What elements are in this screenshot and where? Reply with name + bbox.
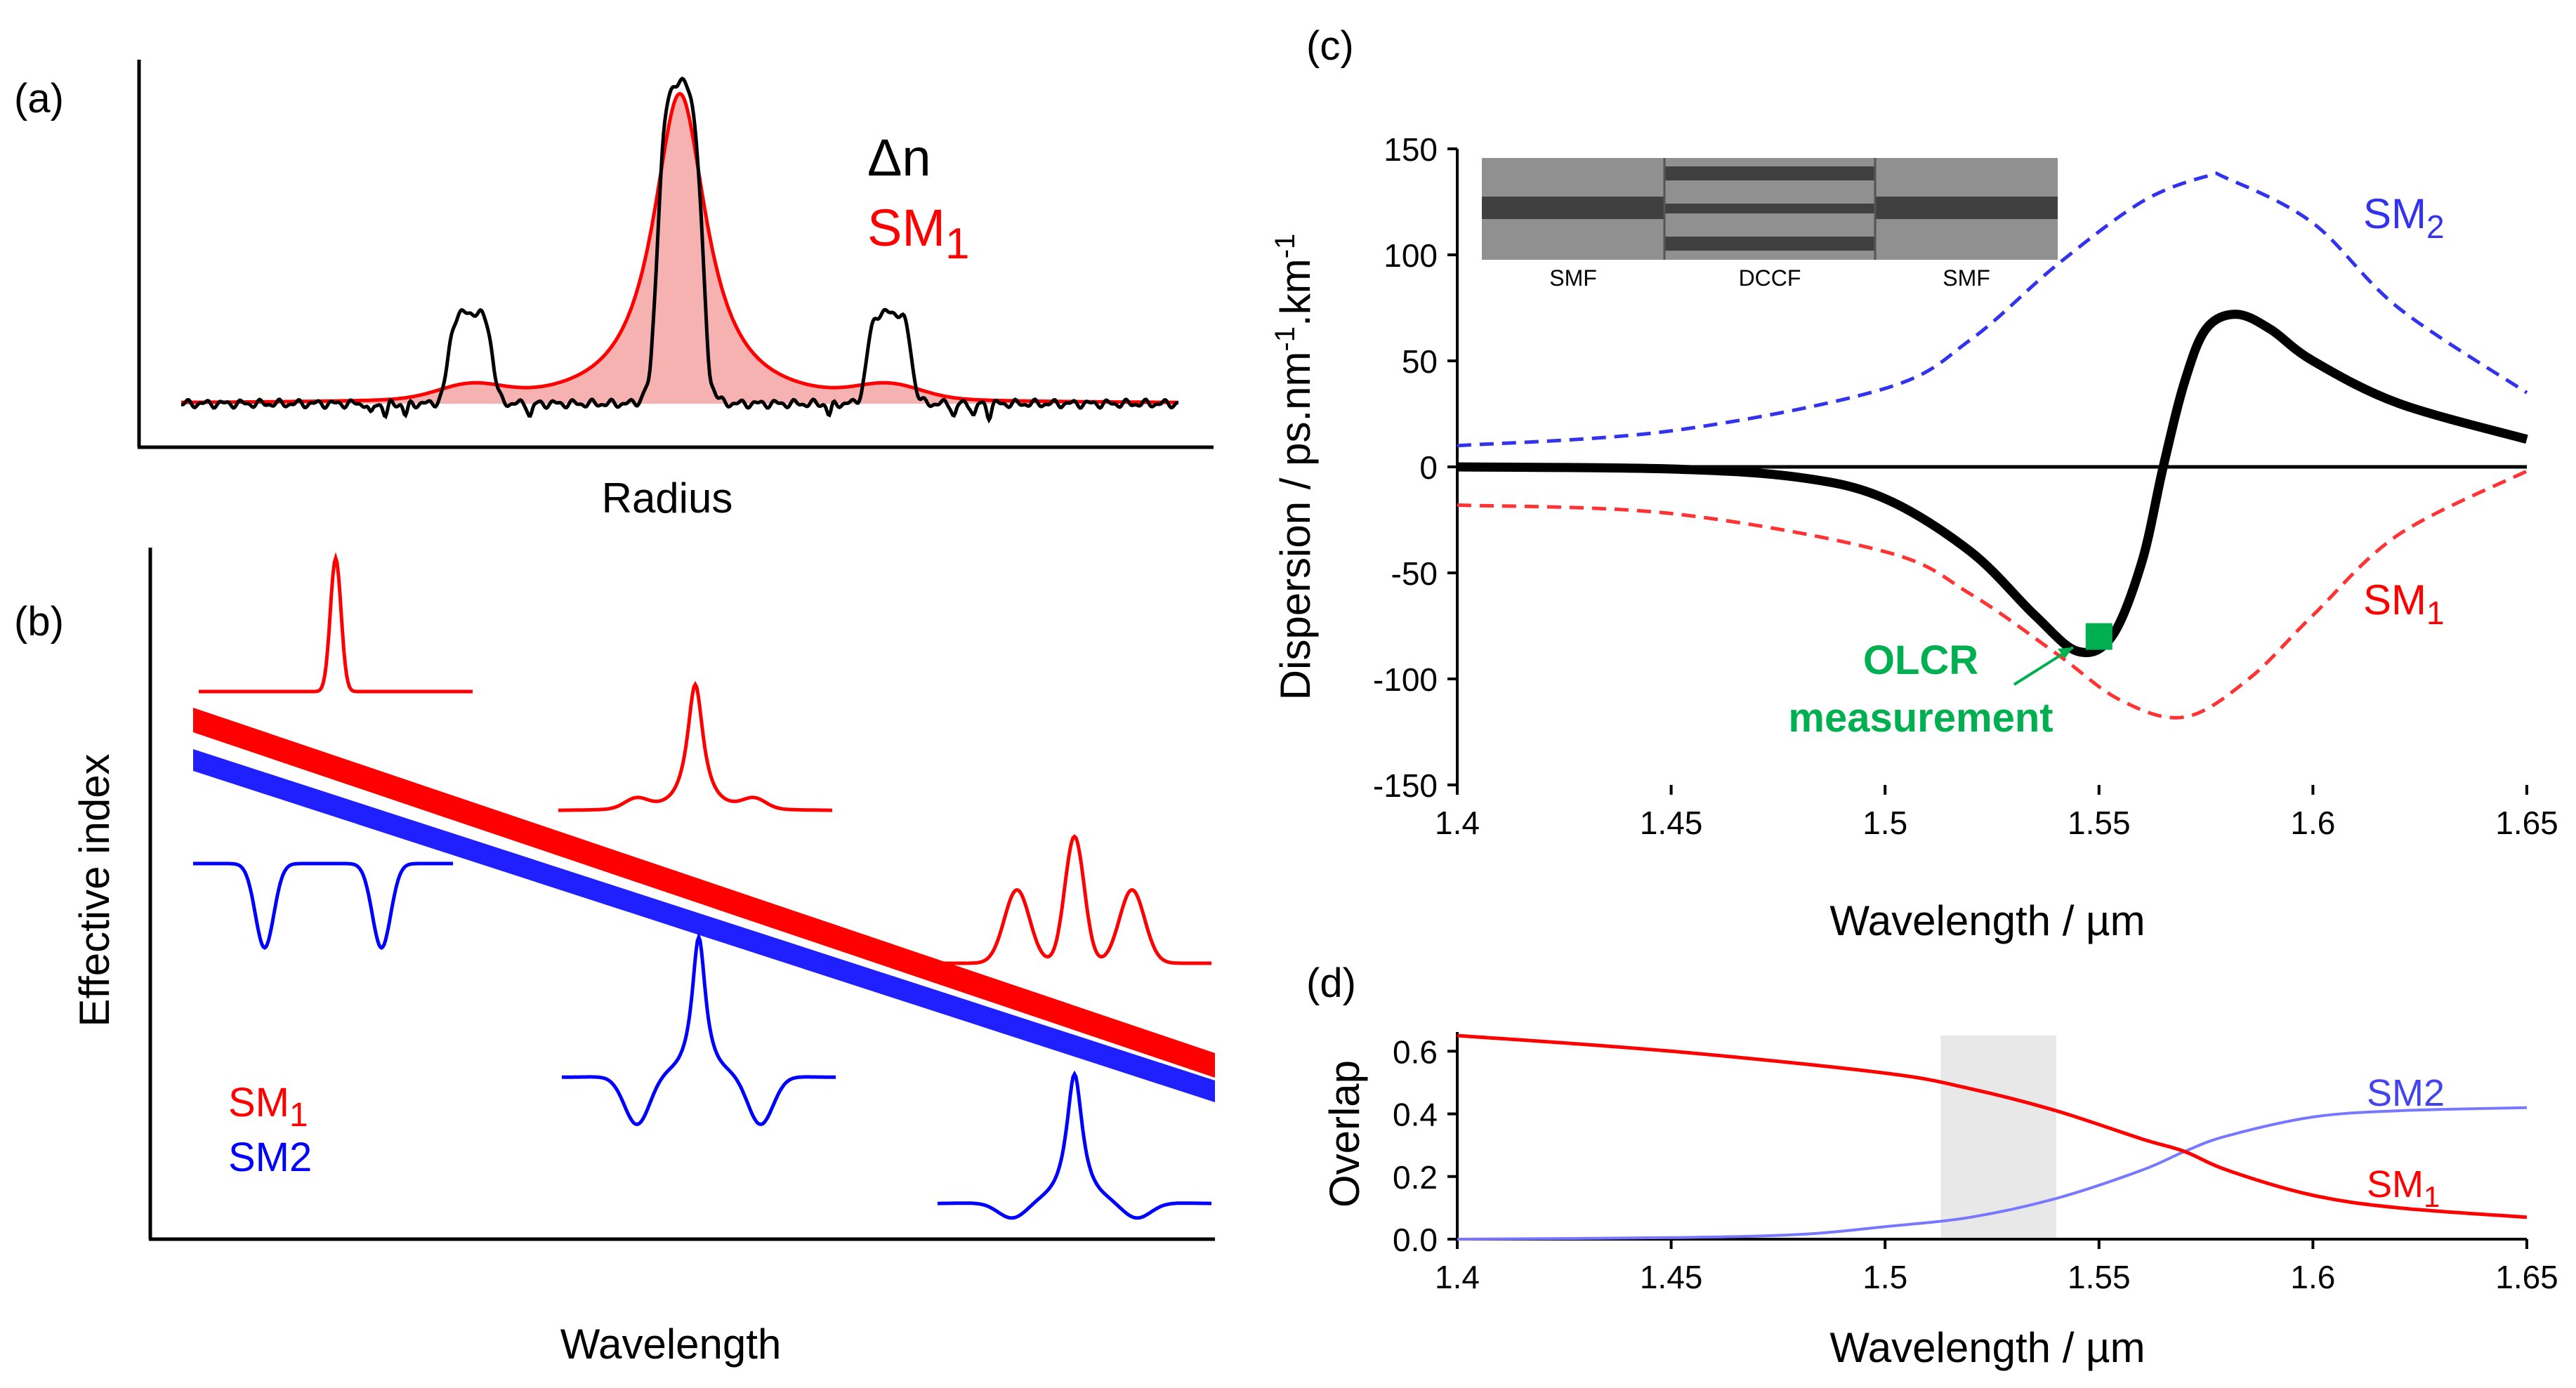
- panel-d: (d) 0.0 0.2 0.4 0.6 1.4 1.45 1.5 1.55 1.6 1.65 SM…: [1306, 960, 2558, 1371]
- panel-c: (c) -150 -100 -50 0 50 100 150 1.4 1.45 1.5 1.55 1.…: [1270, 23, 2558, 944]
- panel-c-olcr-arrowhead: [2058, 647, 2073, 659]
- panel-d-sm1-label-sub: 1: [2424, 1180, 2440, 1213]
- panel-a-dn-line: [181, 77, 1178, 424]
- panel-b-sm2-profile-3: [938, 1070, 1211, 1220]
- panel-a-label: (a): [14, 76, 64, 121]
- panel-c-inset-left-smf-core: [1482, 197, 1664, 219]
- panel-c-x-tick-label: 1.45: [1640, 805, 1703, 841]
- panel-d-y-tick-label: 0.0: [1393, 1222, 1438, 1258]
- panel-a-legend-dn: Δn: [867, 128, 931, 187]
- panel-c-sm2-label-text: SM: [2363, 190, 2426, 237]
- panel-c-inset-dccf-ring-top: [1664, 166, 1875, 180]
- panel-c-sm1-label: SM1: [2363, 576, 2445, 631]
- panel-d-x-tick-label: 1.55: [2068, 1259, 2131, 1295]
- panel-c-inset-label-dccf: DCCF: [1739, 265, 1801, 291]
- panel-c-olcr-label-1: OLCR: [1863, 637, 1978, 683]
- panel-a: (a) Δn SM1 Radius: [14, 60, 1214, 522]
- panel-c-olcr-marker: [2085, 623, 2112, 650]
- panel-c-x-tick-label: 1.4: [1435, 805, 1480, 841]
- panel-c-inset: SMF DCCF SMF: [1482, 158, 2058, 291]
- panel-d-y-tick-label: 0.6: [1393, 1033, 1438, 1070]
- panel-c-y-tick-label: -100: [1373, 661, 1438, 698]
- panel-d-sm1-label-text: SM: [2367, 1163, 2424, 1205]
- panel-c-sm1-label-sub: 1: [2426, 595, 2445, 631]
- panel-b-sm2-profile-2: [562, 932, 836, 1127]
- panel-c-x-tick-label: 1.5: [1862, 805, 1907, 841]
- panel-d-sm1-curve: [1457, 1033, 2528, 1220]
- panel-c-axes: -150 -100 -50 0 50 100 150 1.4 1.45 1.5 1.55 1.6 1.6…: [1373, 131, 2558, 841]
- panel-d-x-tick-label: 1.6: [2290, 1259, 2335, 1295]
- panel-a-legend-sm1-sub: 1: [945, 220, 969, 268]
- panel-b-label: (b): [14, 599, 64, 645]
- panel-b-sm1-profile-3: [938, 834, 1211, 965]
- panel-c-y-label: Dispersion / ps.nm-1.km-1: [1270, 234, 1319, 701]
- panel-c-sm2-curve: [1457, 171, 2528, 448]
- panel-c-sm2-label: SM2: [2363, 190, 2445, 245]
- panel-b-x-label: Wavelength: [560, 1321, 782, 1368]
- panel-c-sm1-curve: [1457, 469, 2528, 720]
- panel-b-sm1-profile-1: [199, 552, 473, 694]
- panel-b-sm1-band: [193, 708, 1215, 1078]
- panel-d-sm2-label: SM2: [2367, 1072, 2445, 1114]
- panel-b-sm2-band: [193, 749, 1215, 1102]
- panel-c-y-tick-label: 0: [1419, 449, 1438, 486]
- panel-d-x-tick-label: 1.4: [1435, 1259, 1480, 1295]
- panel-b-legend-sm1-sub: 1: [289, 1097, 308, 1134]
- panel-b-sm2-profile-1: [193, 861, 453, 950]
- panel-c-y-label-sup1: -1: [1270, 326, 1301, 352]
- panel-d-x-tick-label: 1.45: [1640, 1259, 1703, 1295]
- panel-c-inset-dccf-ring-bottom: [1664, 237, 1875, 251]
- panel-c-label: (c): [1306, 23, 1354, 69]
- panel-c-sm2-label-sub: 2: [2426, 209, 2445, 245]
- panel-d-y-label: Overlap: [1321, 1060, 1368, 1208]
- panel-c-y-label-sup2: -1: [1270, 234, 1301, 259]
- panel-c-y-label-mid: .km: [1272, 258, 1319, 326]
- panel-d-y-tick-label: 0.2: [1393, 1159, 1438, 1196]
- panel-c-olcr-label-2: measurement: [1788, 695, 2053, 741]
- panel-d-shaded-region: [1940, 1036, 2056, 1239]
- panel-c-y-label-main: Dispersion / ps.nm: [1272, 351, 1319, 700]
- panel-c-sm1-label-text: SM: [2363, 576, 2426, 623]
- panel-b-legend-sm2: SM2: [228, 1135, 312, 1180]
- panel-b-y-label: Effective index: [71, 753, 118, 1026]
- panel-c-x-tick-label: 1.6: [2290, 805, 2335, 841]
- panel-d-label: (d): [1306, 960, 1356, 1006]
- panel-a-x-label: Radius: [602, 475, 733, 522]
- panel-c-y-tick-label: 150: [1384, 131, 1438, 168]
- panel-c-inset-right-smf-core: [1875, 197, 2058, 219]
- panel-c-inset-dccf-core: [1664, 204, 1875, 213]
- panel-c-y-tick-label: -50: [1391, 555, 1438, 592]
- panel-d-x-label: Wavelength / µm: [1829, 1324, 2145, 1371]
- panel-b-sm1-profile-2: [558, 680, 832, 812]
- panel-b: (b) SM1 SM2 Effective index Wavelength: [14, 548, 1215, 1368]
- panel-d-sm2-curve: [1457, 1106, 2528, 1241]
- panel-c-inset-label-smf-left: SMF: [1549, 265, 1597, 291]
- panel-a-legend-sm1: SM1: [867, 199, 969, 268]
- panel-b-legend-sm1: SM1: [228, 1080, 308, 1134]
- panel-c-y-tick-label: 50: [1402, 343, 1438, 380]
- panel-c-y-tick-label: 100: [1384, 237, 1438, 274]
- panel-c-x-tick-label: 1.55: [2068, 805, 2131, 841]
- panel-a-legend-sm1-text: SM: [867, 199, 945, 257]
- panel-d-x-tick-label: 1.5: [1862, 1259, 1907, 1295]
- panel-c-x-label: Wavelength / µm: [1829, 897, 2145, 944]
- panel-c-x-tick-label: 1.65: [2495, 805, 2558, 841]
- panel-c-total-dispersion-curve: [1457, 310, 2528, 658]
- panel-d-y-tick-label: 0.4: [1393, 1097, 1438, 1133]
- panel-a-sm1-fill: [181, 93, 1178, 404]
- panel-c-inset-label-smf-right: SMF: [1943, 265, 1990, 291]
- panel-d-sm1-label: SM1: [2367, 1163, 2440, 1213]
- panel-b-legend-sm1-text: SM: [228, 1080, 289, 1125]
- panel-c-y-tick-label: -150: [1373, 767, 1438, 804]
- panel-d-x-tick-label: 1.65: [2495, 1259, 2558, 1295]
